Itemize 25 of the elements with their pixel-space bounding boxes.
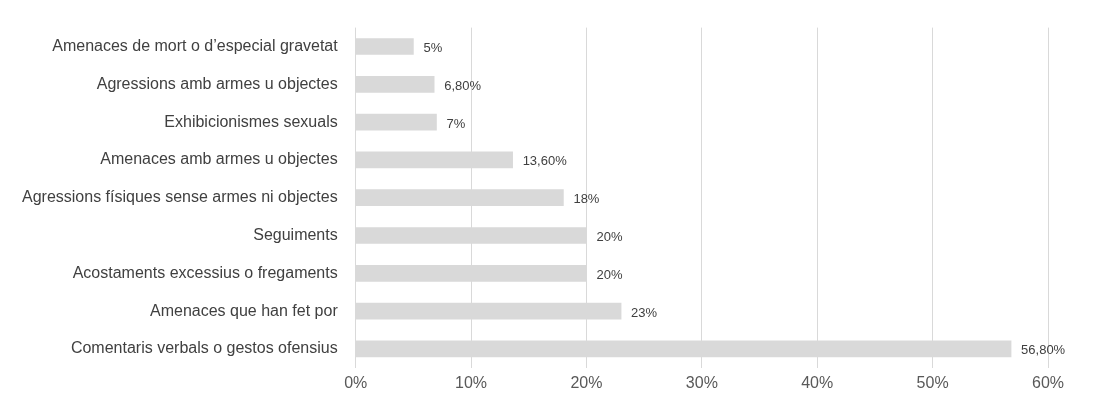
data-label: 18% [573,191,600,207]
data-label: 13,60% [522,153,568,169]
x-tick-label: 50% [916,373,949,391]
y-tick-label: Amenaces de mort o d’especial gravetat [52,36,339,54]
data-label: 56,80% [1021,342,1066,358]
data-label: 5% [423,40,443,56]
data-label: 20% [596,266,623,282]
y-tick-label: Acostaments excessius o fregaments [72,263,338,281]
x-tick-label: 30% [685,373,718,391]
y-tick-label: Amenaces amb armes u objectes [100,150,338,168]
data-label: 6,80% [444,77,482,93]
x-tick-label: 20% [570,373,603,391]
x-tick-label: 10% [455,373,488,391]
data-label: 20% [596,229,623,245]
y-tick-label: Agressions físiques sense armes ni objectes [21,188,338,206]
y-tick-label: Comentaris verbals o gestos ofensius [70,339,338,357]
x-tick-label: 0% [344,373,368,391]
data-label: 7% [446,115,466,131]
data-label: 23% [631,304,658,320]
x-tick-label: 60% [1031,373,1065,391]
y-tick-label: Exhibicionismes sexuals [164,112,338,130]
x-tick-label: 40% [801,373,834,391]
y-tick-label: Agressions amb armes u objectes [96,74,338,92]
y-tick-label: Amenaces que han fet por [150,301,339,319]
y-tick-label: Seguiments [253,225,338,243]
